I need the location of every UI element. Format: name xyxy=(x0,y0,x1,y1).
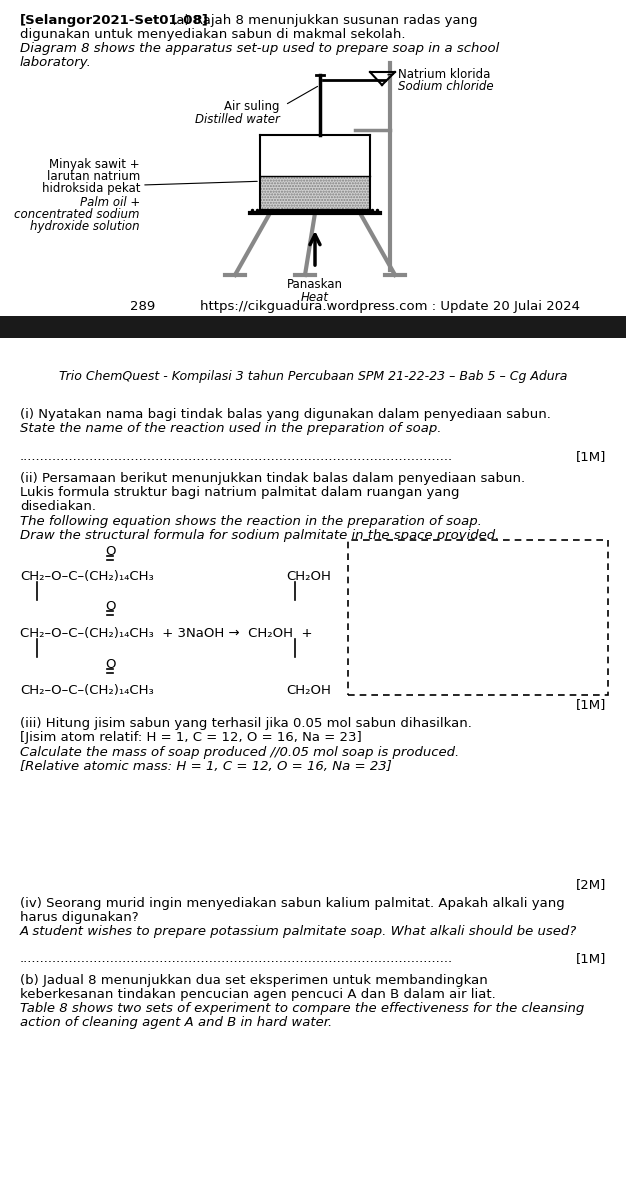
Text: [1M]: [1M] xyxy=(576,952,606,965)
Text: Distilled water: Distilled water xyxy=(195,113,280,126)
Text: (a) Rajah 8 menunjukkan susunan radas yang: (a) Rajah 8 menunjukkan susunan radas ya… xyxy=(167,14,478,28)
Text: Diagram 8 shows the apparatus set-up used to prepare soap in a school: Diagram 8 shows the apparatus set-up use… xyxy=(20,42,500,55)
Text: Air suling: Air suling xyxy=(225,101,280,113)
Text: hidroksida pekat: hidroksida pekat xyxy=(41,182,140,195)
Text: CH₂–O–C–(CH₂)₁₄CH₃  + 3NaOH →  CH₂OH  +: CH₂–O–C–(CH₂)₁₄CH₃ + 3NaOH → CH₂OH + xyxy=(20,627,312,640)
Bar xyxy=(348,540,608,695)
Text: concentrated sodium: concentrated sodium xyxy=(14,208,140,221)
Text: Table 8 shows two sets of experiment to compare the effectiveness for the cleans: Table 8 shows two sets of experiment to … xyxy=(20,1002,584,1015)
Text: Sodium chloride: Sodium chloride xyxy=(398,80,494,93)
Text: CH₂OH: CH₂OH xyxy=(286,683,331,697)
Text: Palm oil +: Palm oil + xyxy=(80,196,140,209)
Text: laboratory.: laboratory. xyxy=(20,56,92,69)
Text: https://cikguadura.wordpress.com : Update 20 Julai 2024: https://cikguadura.wordpress.com : Updat… xyxy=(200,300,580,312)
Text: larutan natrium: larutan natrium xyxy=(47,170,140,183)
Text: Lukis formula struktur bagi natrium palmitat dalam ruangan yang: Lukis formula struktur bagi natrium palm… xyxy=(20,486,459,499)
Text: (ii) Persamaan berikut menunjukkan tindak balas dalam penyediaan sabun.: (ii) Persamaan berikut menunjukkan tinda… xyxy=(20,472,525,485)
Text: A student wishes to prepare potassium palmitate soap. What alkali should be used: A student wishes to prepare potassium pa… xyxy=(20,925,577,938)
Text: Calculate the mass of soap produced //0.05 mol soap is produced.: Calculate the mass of soap produced //0.… xyxy=(20,746,459,759)
Text: [1M]: [1M] xyxy=(576,698,606,711)
Text: action of cleaning agent A and B in hard water.: action of cleaning agent A and B in hard… xyxy=(20,1016,332,1029)
Text: 289: 289 xyxy=(130,300,155,312)
Text: digunakan untuk menyediakan sabun di makmal sekolah.: digunakan untuk menyediakan sabun di mak… xyxy=(20,28,406,41)
Text: The following equation shows the reaction in the preparation of soap.: The following equation shows the reactio… xyxy=(20,515,482,528)
Text: ................................................................................: ........................................… xyxy=(20,952,453,965)
Text: (i) Nyatakan nama bagi tindak balas yang digunakan dalam penyediaan sabun.: (i) Nyatakan nama bagi tindak balas yang… xyxy=(20,408,551,421)
Text: O: O xyxy=(105,600,115,613)
Text: Draw the structural formula for sodium palmitate in the space provided.: Draw the structural formula for sodium p… xyxy=(20,529,500,542)
Text: hydroxide solution: hydroxide solution xyxy=(31,220,140,233)
Text: [1M]: [1M] xyxy=(576,450,606,463)
Text: ................................................................................: ........................................… xyxy=(20,450,453,463)
Text: harus digunakan?: harus digunakan? xyxy=(20,911,138,924)
Text: CH₂–O–C–(CH₂)₁₄CH₃: CH₂–O–C–(CH₂)₁₄CH₃ xyxy=(20,683,154,697)
Text: [Jisim atom relatif: H = 1, C = 12, O = 16, Na = 23]: [Jisim atom relatif: H = 1, C = 12, O = … xyxy=(20,731,362,745)
Text: O: O xyxy=(105,658,115,672)
Text: CH₂OH: CH₂OH xyxy=(286,570,331,583)
Text: Panaskan: Panaskan xyxy=(287,278,343,291)
Text: State the name of the reaction used in the preparation of soap.: State the name of the reaction used in t… xyxy=(20,423,441,435)
Text: O: O xyxy=(105,545,115,558)
Bar xyxy=(0,316,626,338)
Text: disediakan.: disediakan. xyxy=(20,500,96,514)
Bar xyxy=(260,176,370,209)
Text: Natrium klorida: Natrium klorida xyxy=(398,68,490,81)
Text: Heat: Heat xyxy=(301,291,329,304)
Text: [Selangor2021-Set01-08]: [Selangor2021-Set01-08] xyxy=(20,14,209,28)
Text: Trio ChemQuest - Kompilasi 3 tahun Percubaan SPM 21-22-23 – Bab 5 – Cg Adura: Trio ChemQuest - Kompilasi 3 tahun Percu… xyxy=(59,370,567,383)
Text: (iii) Hitung jisim sabun yang terhasil jika 0.05 mol sabun dihasilkan.: (iii) Hitung jisim sabun yang terhasil j… xyxy=(20,717,472,730)
Text: [2M]: [2M] xyxy=(576,879,606,891)
Text: (iv) Seorang murid ingin menyediakan sabun kalium palmitat. Apakah alkali yang: (iv) Seorang murid ingin menyediakan sab… xyxy=(20,897,565,910)
Text: Minyak sawit +: Minyak sawit + xyxy=(49,158,140,171)
Text: [Relative atomic mass: H = 1, C = 12, O = 16, Na = 23]: [Relative atomic mass: H = 1, C = 12, O … xyxy=(20,760,392,773)
Text: CH₂–O–C–(CH₂)₁₄CH₃: CH₂–O–C–(CH₂)₁₄CH₃ xyxy=(20,570,154,583)
Text: (b) Jadual 8 menunjukkan dua set eksperimen untuk membandingkan: (b) Jadual 8 menunjukkan dua set eksperi… xyxy=(20,974,488,988)
Text: keberkesanan tindakan pencucian agen pencuci A dan B dalam air liat.: keberkesanan tindakan pencucian agen pen… xyxy=(20,988,496,1001)
